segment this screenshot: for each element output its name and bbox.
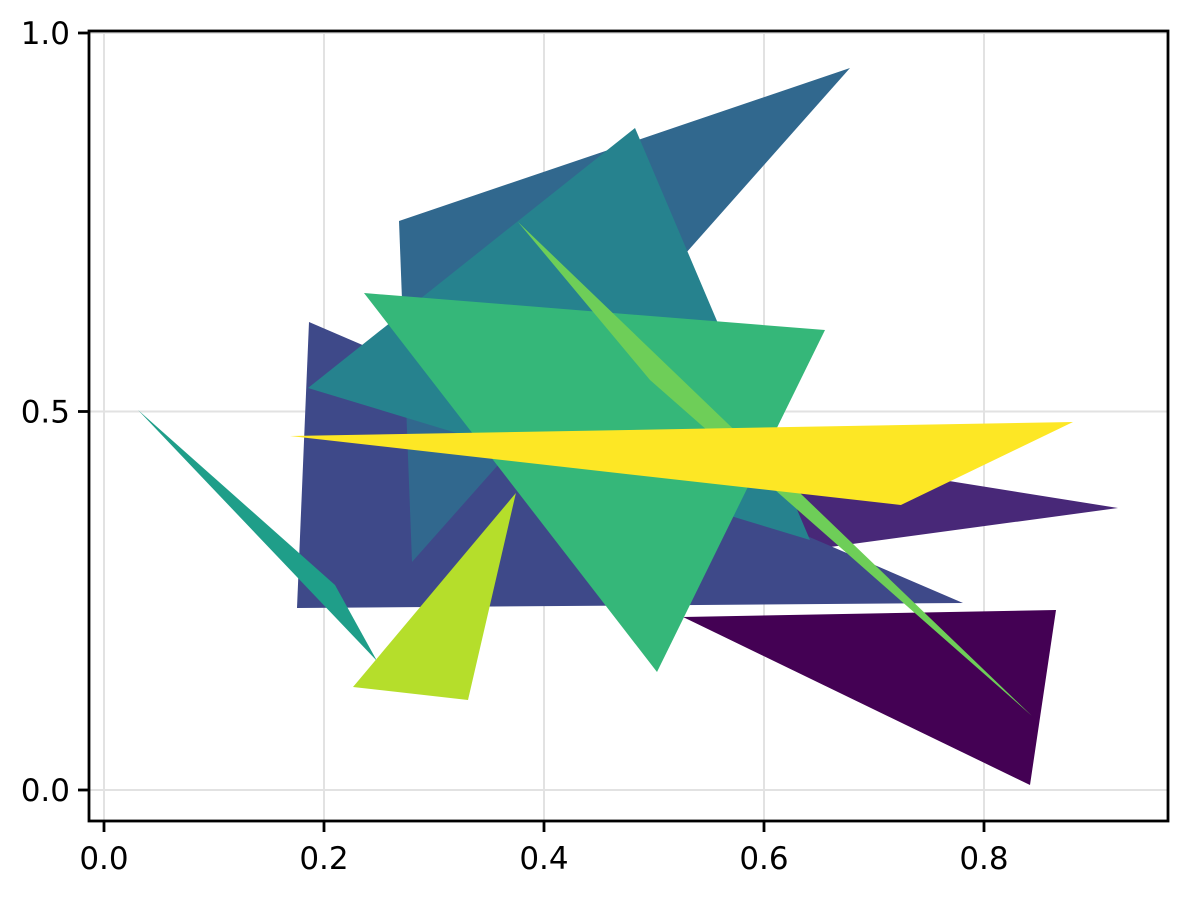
y-tick-label-0.5: 0.5 (21, 395, 70, 431)
x-tick-label-0.0: 0.0 (79, 841, 128, 877)
triangle-10 (290, 422, 1073, 505)
x-tick-label-0.2: 0.2 (299, 841, 348, 877)
x-tick-label-0.4: 0.4 (519, 841, 568, 877)
tick-layer (78, 31, 986, 832)
y-tick-label-1.0: 1.0 (21, 16, 70, 52)
y-tick-label-0.0: 0.0 (21, 773, 70, 809)
axes-frame-layer (87, 29, 1170, 823)
x-tick-label-0.6: 0.6 (739, 841, 788, 877)
triangle-6 (138, 410, 377, 661)
triangle-9 (353, 493, 516, 700)
axes-frame (87, 29, 1170, 823)
triangle-layer (138, 68, 1118, 785)
x-tick-label-0.8: 0.8 (959, 841, 1008, 877)
triangle-1 (683, 610, 1056, 785)
tick-label-layer: 0.0 0.2 0.4 0.6 0.8 0.0 0.5 1.0 (21, 16, 1009, 877)
triangle-7 (364, 293, 825, 672)
